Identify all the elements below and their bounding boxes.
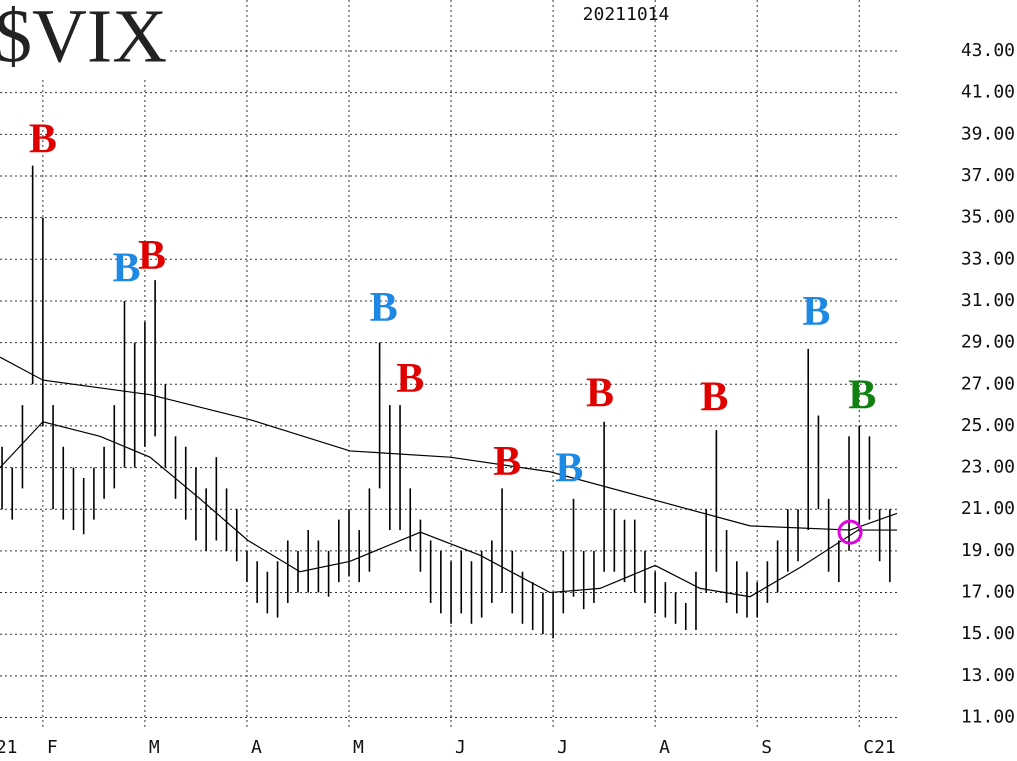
chart-subtitle: 20211014 (583, 4, 670, 25)
y-tick-label: 39.00 (961, 123, 1015, 144)
signal-label: B (138, 233, 166, 279)
y-tick-label: 25.00 (961, 415, 1015, 436)
signal-label: B (493, 439, 521, 485)
y-tick-label: 29.00 (961, 332, 1015, 353)
y-tick-label: 21.00 (961, 498, 1015, 519)
x-tick-label: M (353, 737, 364, 758)
signal-label: B (700, 375, 728, 421)
y-tick-label: 33.00 (961, 248, 1015, 269)
x-tick-label: C21 (863, 737, 896, 758)
chart-title: $VIX (0, 0, 167, 78)
moving-average (0, 356, 898, 531)
x-tick-label: J (455, 737, 466, 758)
y-tick-label: 31.00 (961, 290, 1015, 311)
moving-averages (0, 356, 898, 598)
signal-label: B (586, 370, 614, 416)
y-tick-label: 35.00 (961, 207, 1015, 228)
price-bars (1, 165, 891, 639)
highlight-circle (837, 519, 863, 545)
moving-average (0, 421, 897, 598)
tick-labels: 11.00 13.00 15.00 17.00 19.00 21.00 23.00 25.00… (0, 40, 1015, 758)
x-tick-label: J (557, 737, 568, 758)
signal-label: B (113, 245, 141, 291)
y-tick-label: 43.00 (961, 40, 1015, 61)
y-tick-label: 27.00 (961, 373, 1015, 394)
y-tick-label: 13.00 (961, 665, 1015, 686)
x-tick-label: F (47, 737, 58, 758)
title-background (0, 0, 170, 80)
y-tick-label: 41.00 (961, 82, 1015, 103)
x-tick-label: A (251, 737, 262, 758)
signal-label: B (29, 116, 57, 162)
x-tick-label: 21 (0, 737, 18, 758)
y-tick-label: 15.00 (961, 623, 1015, 644)
y-tick-label: 19.00 (961, 540, 1015, 561)
x-tick-label: M (149, 737, 160, 758)
y-tick-label: 37.00 (961, 165, 1015, 186)
x-tick-label: S (761, 737, 772, 758)
y-tick-label: 17.00 (961, 582, 1015, 603)
signal-label: B (802, 289, 830, 335)
x-tick-label: A (659, 737, 670, 758)
y-tick-label: 11.00 (961, 707, 1015, 728)
signal-label: B (555, 445, 583, 491)
signal-label: B (396, 356, 424, 402)
y-tick-label: 23.00 (961, 457, 1015, 478)
signal-label: B (370, 285, 398, 331)
signal-label: B (848, 372, 876, 418)
